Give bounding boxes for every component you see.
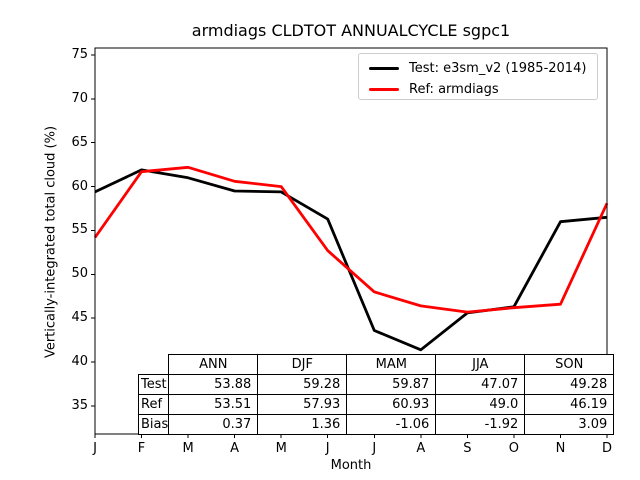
table-row: Ref 53.51 57.93 60.93 49.0 46.19: [137, 394, 615, 415]
table-header-row: ANN DJF MAM JJA SON: [139, 354, 615, 375]
legend-label-ref: Ref: armdiags: [409, 82, 499, 97]
legend-item-test: Test: e3sm_v2 (1985-2014): [369, 58, 589, 79]
y-tick-label: 45: [71, 310, 88, 326]
table-corner-cell: [139, 355, 169, 375]
test-series-line: [94, 168, 608, 352]
y-tick-label: 65: [71, 134, 88, 150]
ref-line-sample: [369, 88, 399, 91]
table-row: Bias 0.37 1.36 -1.06 -1.92 3.09: [137, 414, 615, 435]
y-tick-label: 75: [71, 47, 88, 63]
x-tick-label: A: [230, 441, 240, 456]
chart-title: armdiags CLDTOT ANNUALCYCLE sgpc1: [191, 21, 511, 40]
y-tick-label: 70: [71, 90, 88, 106]
table-row-label: Test: [137, 374, 170, 395]
y-tick-label: 60: [71, 178, 88, 194]
table-value-cell: -1.92: [435, 414, 526, 435]
legend-label-test: Test: e3sm_v2 (1985-2014): [409, 61, 587, 76]
table-header-cell: JJA: [435, 354, 526, 375]
x-tick-label: J: [372, 441, 377, 456]
x-tick-label: O: [508, 441, 520, 456]
table-value-cell: -1.06: [346, 414, 437, 435]
metrics-table: ANN DJF MAM JJA SON Test 53.88 59.28 59.87 47.07 4…: [137, 354, 615, 435]
y-tick-label: 35: [71, 397, 88, 413]
x-axis-label: Month: [330, 458, 372, 473]
x-tick-label: F: [137, 441, 146, 456]
x-tick-label: M: [182, 441, 194, 456]
table-value-cell: 49.0: [435, 394, 526, 415]
table-header-cell: SON: [524, 354, 615, 375]
table-row-label: Ref: [137, 394, 170, 415]
table-value-cell: 1.36: [257, 414, 348, 435]
x-tick-label: J: [93, 441, 97, 456]
table-row: Test 53.88 59.28 59.87 47.07 49.28: [137, 374, 615, 395]
x-tick-label: M: [275, 441, 287, 456]
y-tick-label: 55: [71, 222, 88, 238]
table-value-cell: 49.28: [524, 374, 615, 395]
table-value-cell: 3.09: [524, 414, 615, 435]
table-value-cell: 47.07: [435, 374, 526, 395]
table-header-cell: MAM: [346, 354, 437, 375]
x-tick-label: S: [463, 441, 472, 456]
table-value-cell: 59.28: [257, 374, 348, 395]
y-tick-label: 50: [71, 266, 88, 282]
table-value-cell: 53.51: [168, 394, 259, 415]
ref-series-line: [93, 165, 609, 314]
table-row-label: Bias: [137, 414, 170, 435]
table-value-cell: 59.87: [346, 374, 437, 395]
table-value-cell: 46.19: [524, 394, 615, 415]
x-tick-label: D: [601, 441, 612, 456]
table-header-cell: ANN: [168, 354, 259, 375]
x-tick-label: A: [416, 441, 426, 456]
test-line-sample: [369, 67, 399, 70]
table-value-cell: 0.37: [168, 414, 259, 435]
y-tick-label: 40: [71, 354, 88, 370]
table-header-cell: DJF: [257, 354, 348, 375]
legend-item-ref: Ref: armdiags: [369, 79, 589, 100]
table-value-cell: 57.93: [257, 394, 348, 415]
table-value-cell: 60.93: [346, 394, 437, 415]
table-value-cell: 53.88: [168, 374, 259, 395]
x-tick-label: N: [555, 441, 566, 456]
legend: Test: e3sm_v2 (1985-2014) Ref: armdiags: [358, 53, 598, 100]
x-tick-label: J: [325, 441, 330, 456]
